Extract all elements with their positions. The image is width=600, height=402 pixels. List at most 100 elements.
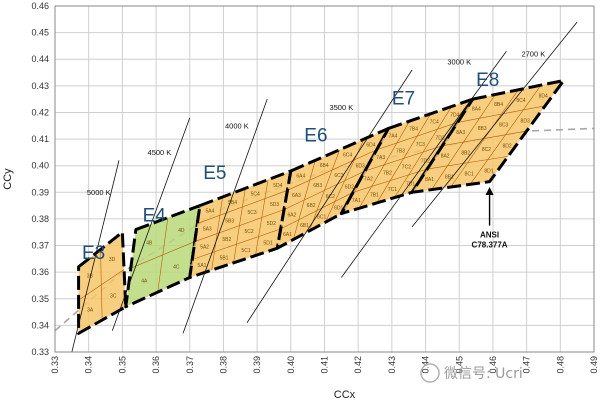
cell-label-8a4: 8A4 (472, 107, 481, 113)
y-tick-label: 0.43 (31, 81, 49, 91)
y-tick-label: 0.36 (31, 267, 49, 277)
region-label-e8: E8 (476, 70, 499, 91)
y-tick-label: 0.33 (31, 347, 49, 357)
region-label-e6: E6 (304, 126, 327, 147)
region-fill-e7 (341, 99, 473, 214)
y-tick-label: 0.46 (31, 1, 49, 11)
cell-divider (353, 168, 428, 193)
cell-label-7a1: 7A1 (352, 198, 361, 204)
cct-line-3500k (246, 69, 413, 323)
cell-label-5d1: 5D1 (263, 240, 272, 246)
x-tick-label: 0.33 (50, 356, 60, 374)
cell-divider (394, 106, 452, 198)
cct-line-4500k (111, 117, 191, 331)
watermark-text: 微信号: Ucri (444, 366, 523, 382)
cell-label-8c4: 8C4 (516, 98, 525, 104)
cell-divider (192, 228, 281, 260)
cell-label-7c1: 7C1 (388, 187, 397, 193)
cell-label-8c2: 8C2 (482, 147, 491, 153)
cell-divider (194, 209, 285, 242)
x-tick-label: 0.39 (252, 356, 262, 374)
cell-divider (130, 241, 195, 269)
cell-label-8a1: 8A1 (425, 177, 434, 183)
cell-label-8c3: 8C3 (499, 122, 508, 128)
region-fill-e8 (412, 80, 564, 193)
cell-label-5a3: 5A3 (203, 226, 212, 232)
cell-label-8a3: 8A3 (456, 130, 465, 136)
region-label-e4: E4 (143, 206, 167, 227)
cell-label-8c1: 8C1 (465, 171, 474, 177)
cell-label-6c3: 6C3 (334, 173, 343, 179)
cell-label-6d1: 6D1 (334, 205, 343, 211)
cell-label-3d: 3D (109, 257, 116, 263)
watermark: 微信号: Ucri (420, 363, 523, 383)
cell-label-3a: 3A (87, 308, 94, 314)
y-tick-label: 0.38 (31, 214, 49, 224)
x-tick-label: 0.46 (488, 356, 498, 374)
y-tick-label: 0.42 (31, 107, 49, 117)
cct-line-5000k (71, 160, 120, 353)
x-tick-label: 0.37 (185, 356, 195, 374)
cell-label-7b4: 7B4 (409, 126, 418, 132)
y-tick-label: 0.35 (31, 294, 49, 304)
x-tick-label: 0.40 (286, 356, 296, 374)
y-tick-label: 0.41 (31, 134, 49, 144)
annotation-line1: ANSI (480, 231, 499, 240)
cell-label-7b2: 7B2 (383, 171, 392, 177)
region-label-e5: E5 (203, 163, 226, 184)
region-boundary-e8 (410, 79, 566, 194)
cell-label-7d4: 7D4 (450, 112, 459, 118)
cell-label-8d1: 8D1 (484, 168, 493, 174)
cell-label-7c3: 7C3 (416, 142, 425, 148)
cell-label-4a: 4A (141, 278, 148, 284)
x-tick-label: 0.49 (589, 356, 599, 374)
cell-label-8d2: 8D2 (502, 143, 511, 149)
cell-divider (283, 170, 366, 210)
region-labels: E3 E4 E5 E6 E7 E8 (82, 70, 499, 264)
cell-label-5b2: 5B2 (222, 237, 231, 243)
cell-label-5d4: 5D4 (273, 183, 282, 189)
cell-label-6a2: 6A2 (288, 213, 297, 219)
cct-lines: 5000 K 4500 K 4000 K 3500 K 3000 K 2700 K (71, 21, 578, 353)
cell-label-3c: 3C (110, 293, 117, 299)
cell-label-8b2: 8B2 (461, 150, 470, 156)
region-label-e7: E7 (392, 88, 415, 109)
x-tick-label: 0.43 (387, 356, 397, 374)
cell-label-5c2: 5C2 (244, 229, 253, 235)
cct-label-2700k: 2700 K (521, 50, 545, 59)
cell-label-6b1: 6B1 (300, 223, 309, 229)
cell-divider (255, 179, 269, 256)
cell-label-5a2: 5A2 (200, 245, 209, 251)
cell-label-8b3: 8B3 (478, 126, 487, 132)
x-tick-label: 0.45 (454, 356, 464, 374)
cell-label-6b3: 6B3 (313, 183, 322, 189)
bin-regions: 3A3B3C3D4A4B4C4D5A15A25A35A45B15B25B35B4… (77, 79, 566, 335)
cell-label-7b1: 7B1 (370, 193, 379, 199)
region-fill-e3 (78, 232, 126, 334)
cell-label-7d1: 7D1 (406, 181, 415, 187)
cell-label-8a2: 8A2 (441, 154, 450, 160)
y-tick-label: 0.39 (31, 187, 49, 197)
cell-label-6c1: 6C1 (317, 214, 326, 220)
x-tick-label: 0.36 (151, 356, 161, 374)
y-axis-label: CCy (2, 168, 14, 190)
cell-label-6b2: 6B2 (307, 203, 316, 209)
cell-label-5d2: 5D2 (267, 221, 276, 227)
cell-label-7c4: 7C4 (430, 119, 439, 125)
x-axis-label: CCx (334, 389, 356, 401)
cell-label-8d3: 8D3 (521, 118, 530, 124)
cell-label-5c3: 5C3 (248, 210, 257, 216)
y-tick-label: 0.37 (31, 241, 49, 251)
cell-label-6a3: 6A3 (292, 193, 301, 199)
cell-label-6a4: 6A4 (296, 173, 305, 179)
cell-divider (469, 85, 542, 185)
cell-label-5b4: 5B4 (228, 200, 237, 206)
cell-label-6b4: 6B4 (320, 163, 329, 169)
cell-label-7c2: 7C2 (402, 164, 411, 170)
cell-divider (427, 156, 509, 170)
cell-label-5c1: 5C1 (241, 248, 250, 254)
cell-label-5b1: 5B1 (220, 255, 229, 261)
cct-label-3000k: 3000 K (447, 58, 471, 67)
cell-divider (364, 145, 443, 172)
